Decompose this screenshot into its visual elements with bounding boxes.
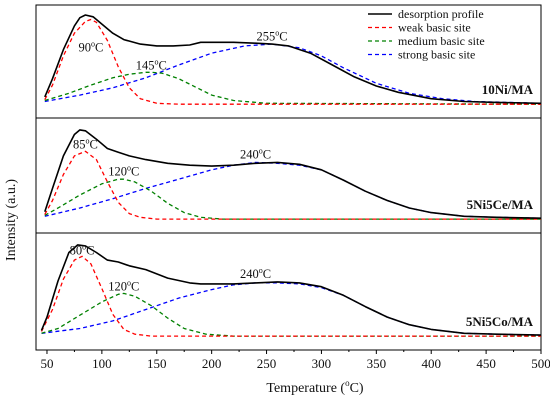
legend-entry-label: strong basic site (398, 48, 475, 62)
series-weak-basic-site-line (44, 18, 541, 105)
peak-temperature-label: 120oC (108, 279, 139, 294)
plot-frame (35, 4, 542, 351)
peak-temperature-label: 120oC (108, 163, 139, 178)
peak-temperature-label: 240oC (240, 266, 271, 281)
series-medium-basic-site-line (41, 292, 541, 337)
y-axis-label: Intensity (a.u.) (4, 179, 19, 261)
x-axis-label-unit: C) (350, 381, 364, 396)
peak-temperature-label: 85oC (73, 136, 98, 151)
x-tick-label: 450 (476, 356, 496, 371)
peak-temperature-label: 240oC (240, 147, 271, 162)
x-tick-label: 400 (421, 356, 441, 371)
x-tick-label: 350 (367, 356, 387, 371)
legend-entry-label: desorption profile (398, 7, 484, 21)
series-desorption-profile-line (44, 129, 542, 219)
x-tick-label: 250 (257, 356, 277, 371)
sample-label: 5Ni5Co/MA (466, 314, 534, 329)
series-strong-basic-site-line (41, 282, 542, 336)
x-axis-label: Temperature (oC) (266, 378, 364, 396)
x-axis-label-degree: o (345, 378, 350, 388)
sample-label: 5Ni5Ce/MA (467, 197, 534, 212)
series-desorption-profile-line (40, 244, 542, 336)
x-tick-label: 50 (40, 356, 53, 371)
legend-entry-label: weak basic site (398, 21, 471, 35)
legend-entry-label: medium basic site (398, 34, 485, 48)
series-weak-basic-site-line (44, 150, 541, 220)
series-desorption-profile-line (44, 14, 542, 105)
sample-label: 10Ni/MA (482, 82, 534, 97)
series-medium-basic-site-line (44, 178, 541, 220)
peak-temperature-label: 145oC (136, 58, 167, 73)
series-strong-basic-site-line (44, 43, 542, 104)
peak-temperature-label: 255oC (256, 28, 287, 43)
x-tick-label: 300 (312, 356, 332, 371)
x-tick-label: 150 (147, 356, 167, 371)
series-weak-basic-site-line (40, 255, 541, 337)
peak-temperature-label: 90oC (78, 39, 103, 54)
x-tick-label: 500 (531, 356, 550, 371)
series-medium-basic-site-line (44, 71, 542, 105)
x-tick-label: 100 (92, 356, 112, 371)
x-axis-label-main: Temperature ( (266, 381, 345, 396)
peak-temperature-label: 80oC (70, 242, 95, 257)
x-tick-label: 200 (202, 356, 222, 371)
